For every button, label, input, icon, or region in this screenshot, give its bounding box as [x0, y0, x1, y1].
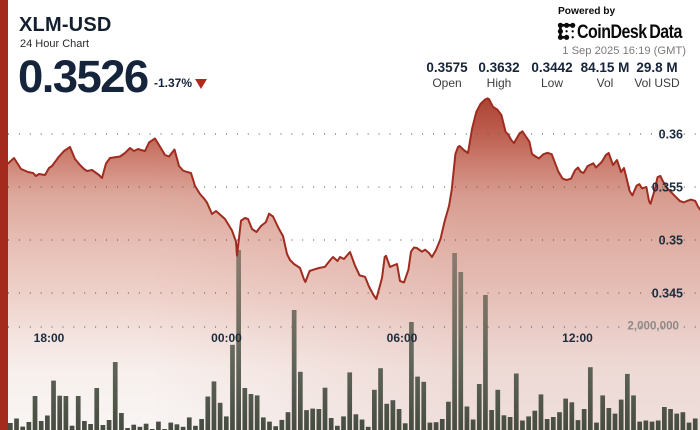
- svg-text:18:00: 18:00: [34, 331, 65, 345]
- svg-text:12:00: 12:00: [562, 331, 593, 345]
- svg-text:06:00: 06:00: [387, 331, 418, 345]
- svg-text:0.36: 0.36: [659, 128, 683, 142]
- svg-text:2,000,000: 2,000,000: [627, 320, 679, 333]
- svg-text:0.355: 0.355: [652, 181, 683, 195]
- svg-text:0.345: 0.345: [652, 287, 683, 301]
- svg-text:00:00: 00:00: [211, 331, 242, 345]
- svg-text:0.35: 0.35: [659, 234, 683, 248]
